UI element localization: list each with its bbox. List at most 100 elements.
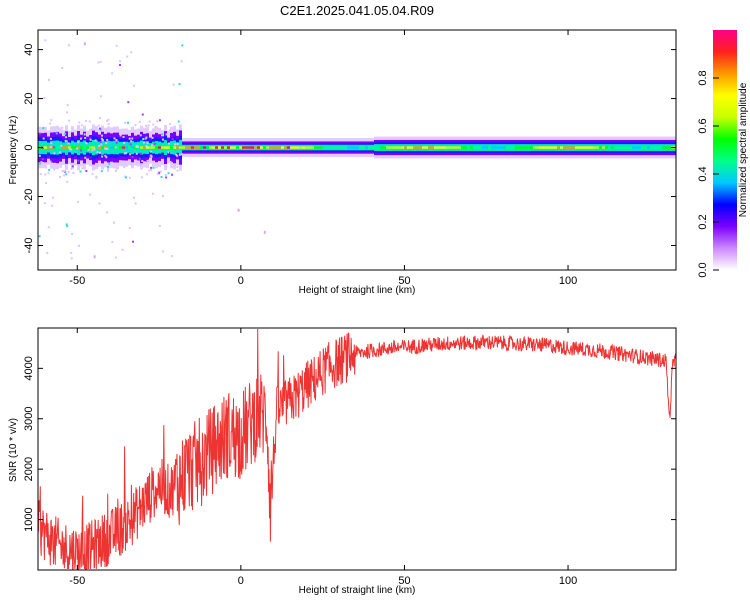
spectrogram-scatter-point	[168, 142, 171, 145]
spectrogram-scatter-point	[167, 172, 170, 175]
colorbar-tick-label: 0.6	[697, 118, 709, 133]
spectrogram-ridge-cell	[302, 146, 305, 149]
spectrogram-outlier-point	[83, 42, 86, 46]
spectrogram-scatter-point	[79, 137, 82, 140]
spectrogram-ridge-cell	[242, 146, 245, 149]
spectrogram-ridge-cell	[479, 146, 482, 149]
spectrogram-scatter-point	[124, 121, 127, 124]
spectrogram-scatter-point	[100, 170, 103, 173]
spectrogram-ridge-cell	[197, 146, 200, 149]
spectrogram-scatter-point	[64, 132, 67, 135]
spectrogram-scatter-point	[153, 142, 156, 145]
spectrogram-ridge-cell	[467, 146, 470, 149]
spectrogram-scatter-point	[108, 162, 111, 165]
spectrogram-scatter-point	[178, 153, 181, 156]
spectrogram-ridge-cell	[158, 146, 161, 149]
spectrogram-scatter-point	[156, 120, 159, 123]
spectrogram-ridge-cell	[476, 146, 479, 149]
spectrogram-ridge-cell	[587, 146, 590, 149]
spectrogram-ridge-cell	[380, 146, 383, 149]
spectrogram-ridge-cell	[161, 146, 164, 149]
spectrogram-scatter-point	[72, 171, 75, 174]
spectrogram-scatter-point	[176, 169, 179, 172]
spectrogram-ridge-cell	[263, 146, 266, 149]
spectrogram-scatter-point	[63, 170, 66, 173]
spectrogram-ridge-cell	[356, 146, 359, 149]
spectrogram-ridge-cell	[44, 146, 47, 149]
spectrogram-outlier-point	[263, 230, 266, 234]
spectrogram-ridge-cell	[239, 146, 242, 149]
spectrogram-scatter-point	[107, 169, 110, 172]
spectrogram-ridge-cell	[647, 146, 650, 149]
spectrogram-scatter-point	[144, 137, 147, 140]
spectrogram-scatter-point	[169, 160, 172, 163]
spectrogram-ridge-cell	[365, 146, 368, 149]
spectrogram-scatter-point	[66, 180, 69, 183]
spectrogram-scatter-point	[169, 123, 172, 126]
spectrogram-ridge-cell	[443, 146, 446, 149]
spectrogram-scatter-point	[180, 60, 183, 63]
spectrogram-ridge-cell	[497, 146, 500, 149]
spectrogram-ridge-cell	[329, 146, 332, 149]
spectrogram-ridge-cell	[245, 146, 248, 149]
spectrogram-scatter-point	[150, 130, 153, 133]
spectrogram-ridge-cell	[578, 146, 581, 149]
spectrogram-scatter-point	[39, 132, 42, 135]
spectrogram-ridge-cell	[176, 146, 179, 149]
spectrogram-scatter-point	[107, 123, 110, 126]
spectrogram-ridge-cell	[347, 146, 350, 149]
spectrogram-scatter-point	[99, 128, 102, 131]
spectrogram-scatter-point	[126, 55, 129, 58]
spectrogram-scatter-point	[97, 61, 100, 64]
spectrogram-scatter-point	[86, 132, 89, 135]
spectrogram-scatter-point	[171, 173, 174, 176]
spectrogram-scatter-point	[51, 204, 54, 207]
spectrogram-scatter-point	[131, 156, 134, 159]
colorbar-tick-label: 0.0	[697, 262, 709, 277]
spectrogram-ridge-cell	[89, 146, 92, 149]
spectrogram-scatter-point	[136, 162, 139, 165]
spectrogram-scatter-point	[114, 256, 117, 259]
snr-y-tick-label: 1000	[23, 507, 35, 531]
spectrogram-ridge-cell	[596, 146, 599, 149]
spectrogram-x-tick-label: 100	[559, 275, 577, 287]
colorbar-gradient	[713, 30, 737, 270]
snr-x-tick-label: -50	[69, 575, 85, 587]
spectrogram-ridge-cell	[98, 146, 101, 149]
snr-y-tick-label: 2000	[23, 457, 35, 481]
spectrogram-ridge-cell	[455, 146, 458, 149]
spectrogram-panel: -50 0 50 100 -40 -20 0 20 40 Height of straight…	[8, 29, 677, 296]
spectrogram-scatter-point	[124, 176, 127, 179]
spectrogram-scatter-point	[97, 124, 100, 127]
spectrogram-scatter-point	[95, 175, 98, 178]
spectrogram-scatter-point	[134, 149, 137, 152]
spectrogram-ridge-cell	[59, 146, 62, 149]
spectrogram-scatter-point	[176, 133, 179, 136]
spectrogram-ridge-cell	[77, 146, 80, 149]
spectrogram-scatter-point	[45, 182, 48, 185]
spectrogram-scatter-point	[52, 146, 55, 149]
spectrogram-ridge-cell	[407, 146, 410, 149]
spectrogram-scatter-point	[91, 149, 94, 152]
spectrogram-scatter-point	[66, 104, 69, 107]
spectrogram-ridge-cell	[101, 146, 104, 149]
spectrogram-ridge-cell	[74, 146, 77, 149]
spectrogram-scatter-point	[105, 129, 108, 132]
spectrogram-scatter-point	[145, 173, 148, 176]
colorbar-label: Normalized spectral amplitude	[738, 82, 749, 217]
spectrogram-scatter-point	[158, 119, 161, 122]
spectrogram-ridge-cell	[530, 146, 533, 149]
spectrogram-ridge-cell	[257, 146, 260, 149]
spectrogram-scatter-point	[68, 44, 71, 47]
spectrogram-ridge-cell	[383, 146, 386, 149]
spectrogram-scatter-point	[173, 164, 176, 167]
spectrogram-scatter-point	[159, 170, 162, 173]
spectrogram-scatter-point	[101, 127, 104, 130]
colorbar-tick-label: 0.4	[697, 166, 709, 181]
spectrogram-scatter-point	[83, 133, 86, 136]
spectrogram-scatter-point	[50, 119, 53, 122]
spectrogram-scatter-point	[106, 119, 109, 122]
spectrogram-ridge-cell	[308, 146, 311, 149]
spectrogram-scatter-point	[130, 51, 133, 54]
spectrogram-ridge-cell	[125, 146, 128, 149]
